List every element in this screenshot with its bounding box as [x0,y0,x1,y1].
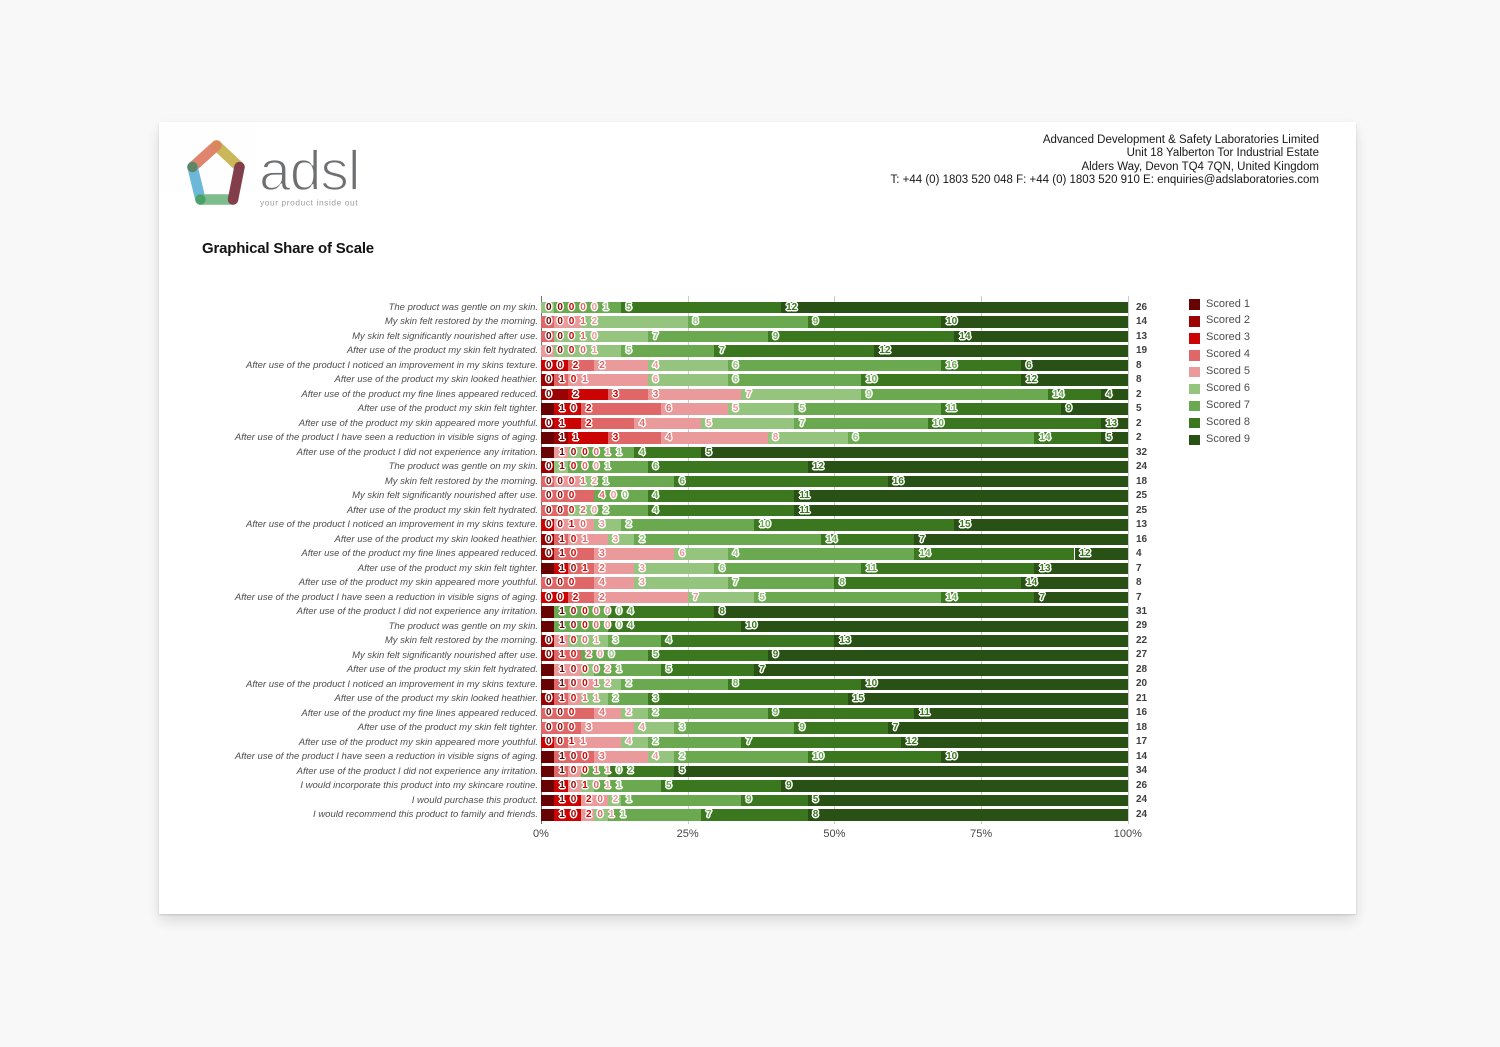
svg-text:your product inside out: your product inside out [260,198,358,208]
svg-text:adsl: adsl [259,139,360,203]
